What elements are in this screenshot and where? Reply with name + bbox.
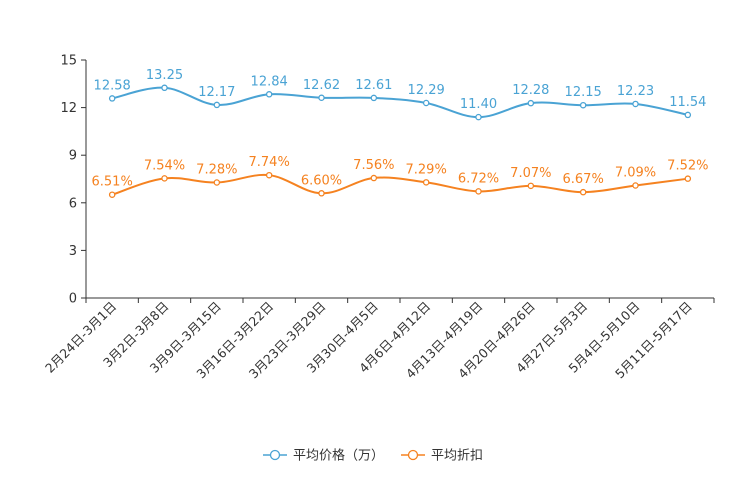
legend-item-avg-price[interactable]: 平均价格（万）	[263, 448, 384, 464]
series-line	[111, 173, 688, 196]
data-point[interactable]	[684, 175, 692, 182]
data-point[interactable]	[108, 191, 116, 198]
legend-label: 平均价格（万）	[293, 448, 384, 464]
data-point[interactable]	[318, 94, 325, 102]
data-label: 12.15	[565, 85, 602, 100]
legend-marker-icon	[269, 449, 281, 461]
data-label: 6.51%	[92, 175, 133, 190]
data-label: 12.61	[355, 78, 392, 93]
data-label: 6.60%	[301, 173, 342, 188]
data-label: 12.84	[251, 74, 288, 89]
data-label: 7.56%	[353, 158, 394, 173]
series-layer: 12.58 13.25 12.17 12.84 12.62 12.61 12.29 11.40…	[92, 68, 708, 198]
data-label: 12.28	[512, 83, 549, 98]
data-label: 7.07%	[510, 166, 551, 181]
axes: 036912152月24日-3月1日3月2日-3月8日3月9日-3月15日3月1…	[42, 54, 715, 381]
data-label: 6.67%	[563, 172, 604, 187]
data-point[interactable]	[161, 175, 168, 182]
data-point[interactable]	[265, 171, 273, 179]
data-point[interactable]	[579, 188, 587, 196]
data-point[interactable]	[370, 94, 378, 102]
data-point[interactable]	[422, 179, 430, 186]
data-point[interactable]	[213, 101, 221, 109]
data-point[interactable]	[213, 179, 221, 186]
y-tick-label: 15	[60, 54, 77, 69]
data-point[interactable]	[632, 182, 639, 189]
data-label: 7.52%	[667, 159, 708, 174]
series-avg-discount: 6.51% 7.54% 7.28% 7.74% 6.60% 7.56% 7.29% 6.72%…	[92, 155, 708, 198]
y-tick-label: 9	[69, 149, 77, 164]
y-tick-label: 3	[69, 244, 77, 259]
data-label: 11.40	[460, 97, 497, 112]
data-label: 12.17	[198, 85, 235, 100]
y-tick-label: 6	[69, 196, 77, 211]
data-point[interactable]	[684, 111, 692, 119]
data-point[interactable]	[475, 188, 482, 195]
y-tick-label: 0	[69, 292, 77, 307]
data-label: 12.62	[303, 78, 340, 93]
data-label: 7.28%	[196, 162, 237, 177]
data-point[interactable]	[318, 190, 325, 197]
data-point[interactable]	[527, 99, 535, 107]
data-point[interactable]	[108, 95, 116, 102]
data-point[interactable]	[632, 100, 639, 108]
data-label: 12.58	[94, 78, 131, 93]
data-label: 7.54%	[144, 158, 185, 173]
data-point[interactable]	[265, 91, 273, 98]
data-label: 11.54	[669, 95, 706, 110]
data-label: 12.23	[617, 84, 654, 99]
series-avg-price: 12.58 13.25 12.17 12.84 12.62 12.61 12.29 11.40…	[94, 68, 706, 121]
data-point[interactable]	[161, 84, 168, 92]
legend-item-avg-discount[interactable]: 平均折扣	[401, 449, 483, 464]
data-point[interactable]	[475, 113, 482, 121]
data-label: 7.29%	[406, 162, 447, 177]
y-tick-label: 12	[60, 101, 77, 116]
data-point[interactable]	[527, 182, 535, 190]
data-label: 6.72%	[458, 171, 499, 186]
data-label: 13.25	[146, 68, 183, 83]
data-label: 12.29	[408, 83, 445, 98]
data-point[interactable]	[579, 101, 587, 109]
data-label: 7.09%	[615, 166, 656, 181]
legend-label: 平均折扣	[431, 449, 483, 464]
series-line	[111, 86, 689, 119]
data-label: 7.74%	[249, 155, 290, 170]
legend[interactable]: 平均价格（万） 平均折扣	[263, 448, 483, 464]
data-point[interactable]	[422, 99, 430, 107]
legend-marker-icon	[407, 449, 419, 461]
data-point[interactable]	[370, 174, 378, 182]
